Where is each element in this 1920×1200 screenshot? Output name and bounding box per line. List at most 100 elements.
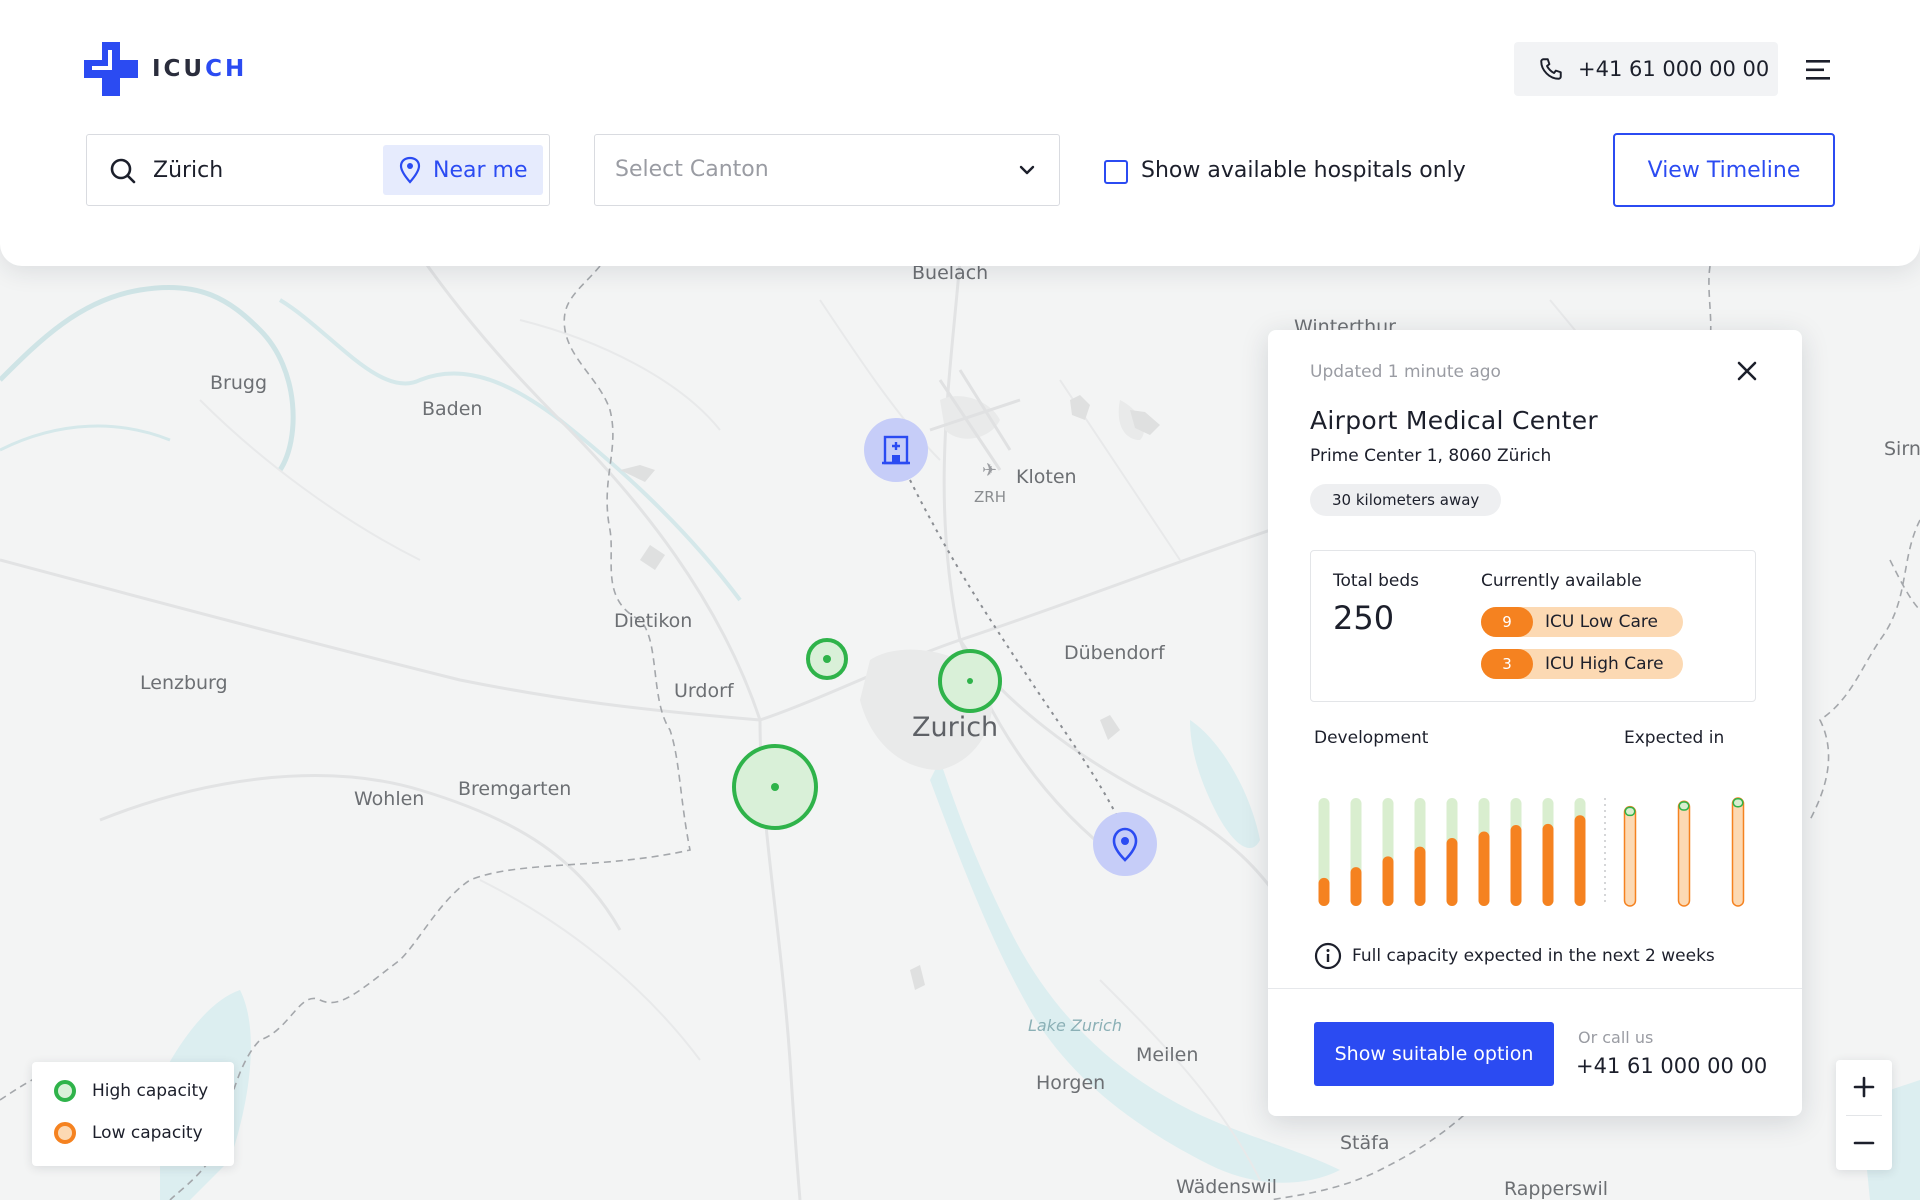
icu-high-care-label: ICU High Care bbox=[1545, 654, 1664, 674]
logo-text-accent: CH bbox=[205, 56, 248, 82]
logo[interactable]: ICUCH bbox=[84, 42, 247, 96]
history-bar bbox=[1542, 823, 1554, 906]
expected-bar bbox=[1623, 805, 1637, 907]
place-sirn: Sirn bbox=[1884, 438, 1920, 460]
icu-high-care-count: 3 bbox=[1481, 649, 1533, 679]
history-bar bbox=[1574, 815, 1586, 906]
canton-select-placeholder: Select Canton bbox=[615, 157, 769, 182]
legend-label-low: Low capacity bbox=[92, 1123, 203, 1143]
or-call-label: Or call us bbox=[1578, 1028, 1654, 1047]
place-buelach: Buelach bbox=[912, 262, 989, 284]
history-bar bbox=[1382, 856, 1394, 906]
logo-text-main: ICU bbox=[152, 56, 206, 82]
close-card-button[interactable] bbox=[1736, 360, 1758, 382]
hospital-marker-high-capacity[interactable] bbox=[806, 638, 848, 680]
show-suitable-option-button[interactable]: Show suitable option bbox=[1314, 1022, 1554, 1086]
icu-low-care-label: ICU Low Care bbox=[1545, 612, 1658, 632]
search-icon bbox=[110, 158, 136, 184]
expected-bar-cap bbox=[1732, 798, 1744, 808]
card-divider bbox=[1268, 988, 1802, 989]
phone-icon bbox=[1540, 58, 1562, 80]
expected-bar-cap bbox=[1678, 801, 1690, 811]
zoom-controls bbox=[1836, 1060, 1892, 1170]
legend-dot-low bbox=[54, 1122, 76, 1144]
place-bremgarten: Bremgarten bbox=[458, 778, 572, 800]
near-me-label: Near me bbox=[433, 157, 528, 183]
hospital-marker-selected[interactable] bbox=[864, 418, 928, 482]
top-bar: ICUCH +41 61 000 00 00 Near me Select C bbox=[0, 0, 1920, 266]
hospital-address: Prime Center 1, 8060 Zürich bbox=[1310, 446, 1552, 466]
development-label: Development bbox=[1314, 728, 1429, 748]
place-zrh: ZRH bbox=[974, 488, 1006, 506]
view-timeline-button[interactable]: View Timeline bbox=[1613, 133, 1835, 207]
currently-available-label: Currently available bbox=[1481, 571, 1642, 591]
place-horgen: Horgen bbox=[1036, 1072, 1106, 1094]
capacity-legend: High capacity Low capacity bbox=[32, 1062, 234, 1166]
place-baden: Baden bbox=[422, 398, 483, 420]
legend-item-high: High capacity bbox=[54, 1080, 208, 1102]
icu-high-care-pill: 3 ICU High Care bbox=[1481, 649, 1683, 679]
history-bar bbox=[1318, 877, 1330, 906]
hospital-detail-card: Updated 1 minute ago Airport Medical Cen… bbox=[1268, 330, 1802, 1116]
legend-item-low: Low capacity bbox=[54, 1122, 203, 1144]
header-phone-button[interactable]: +41 61 000 00 00 bbox=[1514, 42, 1778, 96]
place-rapperswil: Rapperswil bbox=[1504, 1178, 1609, 1200]
place-meilen: Meilen bbox=[1136, 1044, 1199, 1066]
zoom-out-button[interactable] bbox=[1836, 1116, 1892, 1170]
history-bar bbox=[1414, 846, 1426, 906]
available-only-label[interactable]: Show available hospitals only bbox=[1141, 158, 1466, 183]
close-icon bbox=[1737, 361, 1757, 381]
canton-select[interactable]: Select Canton bbox=[594, 134, 1060, 206]
search-box: Near me bbox=[86, 134, 550, 206]
place-wohlen: Wohlen bbox=[354, 788, 425, 810]
history-bar bbox=[1350, 867, 1362, 906]
zoom-in-button[interactable] bbox=[1836, 1060, 1892, 1114]
place-wadenswil: Wädenswil bbox=[1176, 1176, 1278, 1198]
location-pin-icon bbox=[399, 156, 421, 184]
header-phone-number: +41 61 000 00 00 bbox=[1578, 57, 1770, 81]
place-stafa: Stäfa bbox=[1340, 1132, 1390, 1154]
airport-icon: ✈ bbox=[982, 460, 998, 481]
user-location-marker[interactable] bbox=[1093, 812, 1157, 876]
expected-in-label: Expected in bbox=[1624, 728, 1725, 748]
hospital-building-icon bbox=[882, 435, 910, 465]
distance-badge: 30 kilometers away bbox=[1310, 484, 1502, 516]
place-lenzburg: Lenzburg bbox=[140, 672, 228, 694]
expected-bar bbox=[1677, 800, 1691, 907]
history-bar bbox=[1510, 825, 1522, 906]
logo-cross-icon bbox=[84, 42, 138, 96]
near-me-button[interactable]: Near me bbox=[383, 145, 543, 195]
hospital-name: Airport Medical Center bbox=[1310, 406, 1598, 435]
legend-dot-high bbox=[54, 1080, 76, 1102]
development-chart: 282930310102030405MarchApril1day1week2we… bbox=[1318, 797, 1745, 907]
place-brugg: Brugg bbox=[210, 372, 268, 394]
logo-text: ICUCH bbox=[152, 56, 247, 82]
marker-center-dot bbox=[771, 783, 779, 791]
search-input[interactable] bbox=[153, 153, 353, 187]
history-bar bbox=[1478, 831, 1490, 906]
location-pin-icon bbox=[1112, 827, 1138, 862]
place-dietikon: Dietikon bbox=[614, 610, 693, 632]
icu-low-care-count: 9 bbox=[1481, 607, 1533, 637]
icu-low-care-pill: 9 ICU Low Care bbox=[1481, 607, 1683, 637]
beds-summary: Total beds 250 Currently available 9 ICU… bbox=[1310, 550, 1756, 702]
total-beds-label: Total beds bbox=[1333, 571, 1420, 591]
plus-icon bbox=[1853, 1076, 1875, 1098]
updated-timestamp: Updated 1 minute ago bbox=[1310, 362, 1501, 382]
hospital-marker-high-capacity[interactable] bbox=[938, 649, 1002, 713]
expected-bar bbox=[1731, 797, 1745, 907]
info-icon bbox=[1314, 942, 1342, 970]
place-zurich: Zurich bbox=[912, 712, 999, 743]
place-dubendorf: Dübendorf bbox=[1064, 642, 1165, 664]
card-phone-number[interactable]: +41 61 000 00 00 bbox=[1576, 1054, 1768, 1078]
hospital-marker-high-capacity[interactable] bbox=[732, 744, 818, 830]
expected-bar-cap bbox=[1624, 806, 1636, 817]
legend-label-high: High capacity bbox=[92, 1081, 209, 1101]
available-only-checkbox[interactable] bbox=[1104, 160, 1128, 184]
zoom-divider bbox=[1846, 1115, 1882, 1116]
place-lake-zurich: Lake Zurich bbox=[1028, 1016, 1122, 1035]
total-beds-value: 250 bbox=[1333, 599, 1395, 637]
marker-center-dot bbox=[823, 655, 831, 663]
menu-icon bbox=[1806, 60, 1830, 80]
menu-button[interactable] bbox=[1804, 56, 1834, 84]
